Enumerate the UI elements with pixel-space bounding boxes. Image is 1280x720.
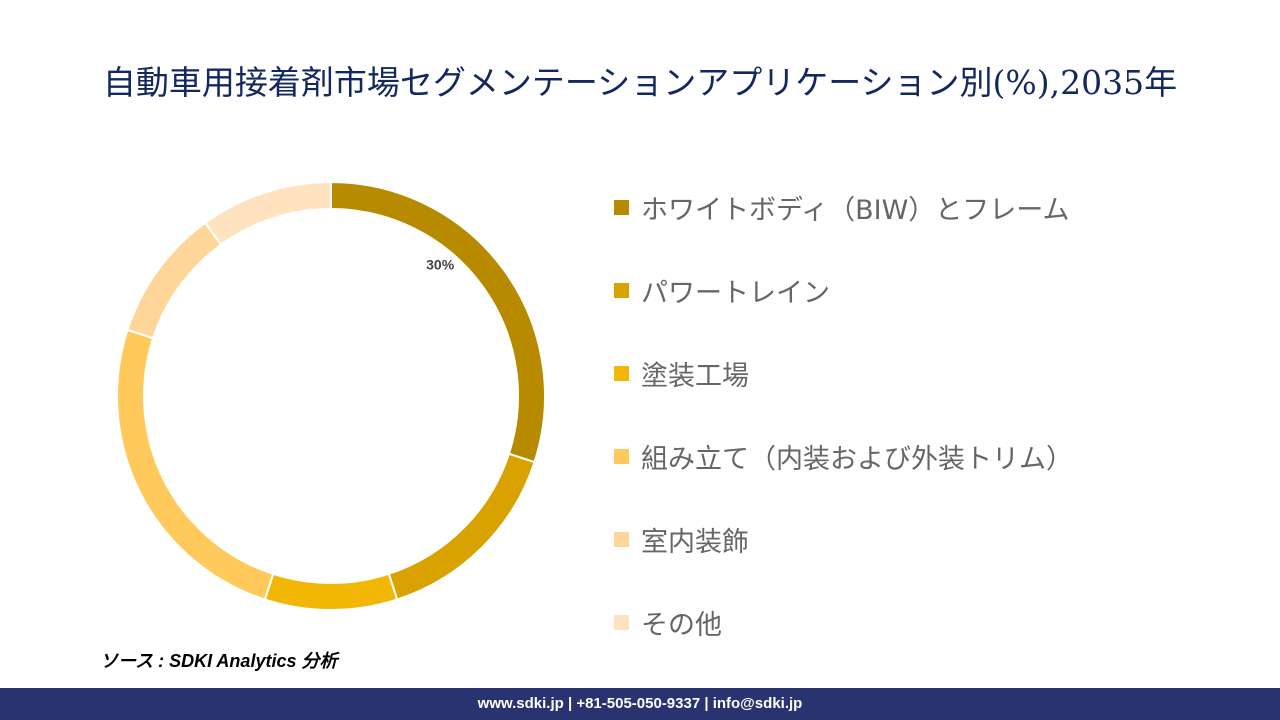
data-label-0: 30% [426,257,455,273]
legend-item: 室内装飾 [614,498,1073,581]
legend-item: その他 [614,581,1073,664]
legend-swatch [614,449,629,464]
donut-slice-2 [263,572,399,611]
legend-swatch [614,532,629,547]
legend-label: 塗装工場 [641,361,749,392]
legend-label: その他 [641,610,722,641]
donut-chart: 30% [116,180,546,611]
donut-slice-0 [330,180,546,464]
legend-swatch [614,200,629,215]
donut-slice-1 [387,452,536,601]
legend-swatch [614,366,629,381]
legend-label: 室内装飾 [641,527,749,558]
legend-item: パワートレイン [614,249,1073,332]
donut-slice-5 [203,180,332,247]
legend: ホワイトボディ（BIW）とフレーム パワートレイン 塗装工場組み立て（内装および外装… [614,166,1073,664]
legend-label: 組み立て（内装および外装トリム） [641,444,1073,475]
source-note: ソース : SDKI Analytics 分析 [100,651,338,671]
chart-title: 自動車用接着剤市場セグメンテーションアプリケーション別(%),2035年 [102,63,1178,102]
legend-item: 組み立て（内装および外装トリム） [614,415,1073,498]
legend-swatch [614,615,629,630]
legend-item: 塗装工場 [614,332,1073,415]
donut-slice-4 [126,221,223,340]
legend-item: ホワイトボディ（BIW）とフレーム [614,166,1073,249]
legend-swatch [614,283,629,298]
footer-contact: www.sdki.jp | +81-505-050-9337 | info@sd… [477,695,803,712]
donut-slice-3 [116,328,275,601]
legend-label: パワートレイン [641,278,830,309]
footer-bar: www.sdki.jp | +81-505-050-9337 | info@sd… [0,688,1280,720]
legend-label: ホワイトボディ（BIW）とフレーム [641,195,1070,226]
